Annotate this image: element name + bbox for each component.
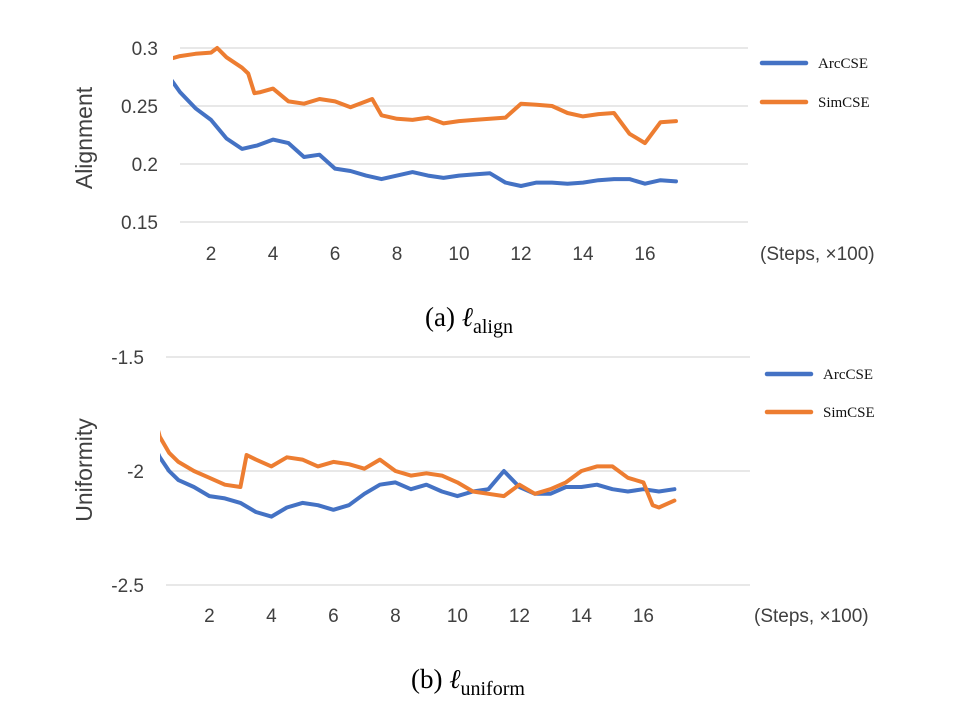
y-tick-label: -2.5: [111, 576, 144, 597]
legend-label-simcse: SimCSE: [823, 405, 875, 421]
x-tick-label: 14: [571, 606, 593, 627]
legend-label-simcse: SimCSE: [818, 95, 870, 111]
series-line-arccse: [173, 78, 678, 188]
caption-ell: ℓ: [449, 664, 461, 694]
series-line-simcse: [173, 46, 678, 146]
caption-prefix: (b): [411, 664, 449, 694]
x-tick-label: 4: [268, 244, 279, 265]
y-axis-label: Uniformity: [71, 418, 97, 522]
caption-subscript: align: [473, 316, 513, 338]
series-line-arccse: [160, 452, 677, 519]
series-line-simcse: [160, 429, 677, 510]
x-tick-label: 6: [328, 606, 339, 627]
x-tick-label: 10: [447, 606, 468, 627]
x-axis-unit-label: (Steps, ×100): [760, 244, 875, 265]
y-tick-label: 0.25: [121, 97, 158, 118]
caption-prefix: (a): [425, 302, 462, 332]
x-tick-label: 14: [572, 244, 594, 265]
legend-label-arccse: ArcCSE: [823, 367, 873, 383]
uniformity-chart: Uniformity (Steps, ×100) (b) ℓuniform -1…: [71, 348, 875, 700]
y-tick-label: 0.3: [132, 39, 158, 60]
alignment-chart: Alignment (Steps, ×100) (a) ℓalign 0.3 0.…: [71, 39, 875, 338]
x-tick-label: 8: [390, 606, 401, 627]
x-tick-label: 2: [204, 606, 215, 627]
legend-label-arccse: ArcCSE: [818, 56, 868, 72]
y-tick-label: 0.2: [132, 155, 158, 176]
x-tick-label: 12: [510, 244, 531, 265]
x-tick-label: 4: [266, 606, 277, 627]
y-tick-label: -2: [127, 462, 144, 483]
x-tick-label: 10: [448, 244, 469, 265]
x-tick-label: 12: [509, 606, 530, 627]
x-tick-label: 6: [330, 244, 341, 265]
y-tick-label: 0.15: [121, 213, 158, 234]
x-tick-label: 16: [634, 244, 655, 265]
y-axis-label: Alignment: [71, 86, 97, 189]
caption-b: (b) ℓuniform: [411, 664, 525, 700]
caption-subscript: uniform: [460, 678, 525, 700]
caption-ell: ℓ: [462, 302, 474, 332]
x-tick-label: 2: [206, 244, 217, 265]
x-tick-label: 16: [633, 606, 654, 627]
x-axis-unit-label: (Steps, ×100): [754, 606, 869, 627]
caption-a: (a) ℓalign: [425, 302, 513, 338]
y-tick-label: -1.5: [111, 348, 144, 369]
x-tick-label: 8: [392, 244, 403, 265]
